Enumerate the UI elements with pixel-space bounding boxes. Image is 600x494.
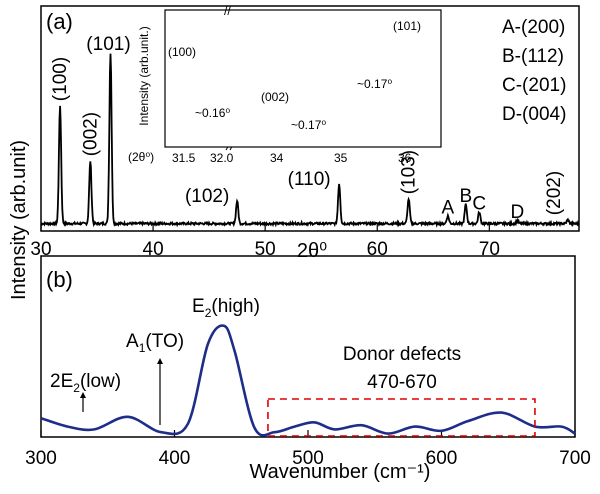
panel-a-x-axis-title: 2θ⁰ [297,240,327,262]
panel-b-frame [40,255,576,438]
peak-label: B [459,186,472,207]
panel-b-x-axis-title: Wavenumber (cm⁻¹) [250,461,431,483]
inset-x-tick-label: 35 [334,151,348,165]
donor-defects-box [267,398,536,437]
peak-label: (103) [399,150,420,194]
peak-label: (202) [544,171,565,215]
xrd-series-line [40,53,580,228]
a1-to-arrowhead [157,358,163,364]
panel-a-x-tick-label: 50 [255,239,276,260]
inset-y-axis-title: Intensity (arb.unit.) [137,26,151,125]
panel-a-x-tick-label: 30 [30,239,51,260]
raman-series-line [40,324,576,437]
legend-item-b: B-(112) [502,46,564,67]
e2-low-label: 2E2(low) [50,371,121,395]
peak-label: (101) [86,34,130,55]
panel-a-frame [40,5,580,232]
shared-y-axis-title: Intensity (arb.unit) [8,140,30,300]
legend-item-a: A-(200) [502,17,565,38]
inset-x-axis-title: (2θ⁰) [128,150,154,164]
inset-x-tick-label: 31.5 [172,151,196,165]
panel-b: 300 400 500 600 700 [25,324,591,469]
panel-b-x-tick-label: 300 [25,448,57,469]
inset-peak-002-fwhm: ~0.17⁰ [291,118,326,132]
a1-to-label: A1(TO) [126,331,184,355]
inset-break-mark: // [224,4,231,18]
inset-frame [164,9,442,148]
panel-b-label: (b) [46,267,73,292]
e2-high-label: E2(high) [192,296,260,320]
panel-b-x-tick-label: 400 [159,448,191,469]
inset-x-tick-label: 36 [398,151,412,165]
donor-defects-range: 470-670 [367,372,437,393]
panel-a-label: (a) [46,9,73,34]
inset-peak-101-label: (101) [393,19,421,33]
panel-b-x-tick-label: 500 [292,448,324,469]
peak-label: D [510,202,524,223]
inset-peak-100-fwhm: ~0.16⁰ [195,106,230,120]
panel-b-x-tick-label: 600 [426,448,458,469]
peak-label: (002) [80,112,101,156]
peak-label: (110) [288,169,331,190]
e2-low-arrowhead [80,392,86,398]
peak-label: (100) [50,57,71,101]
inset-x-tick-label: 34 [270,151,284,165]
panel-a-x-tick-label: 40 [143,239,164,260]
peak-label: C [472,194,486,215]
inset-peak-101-fwhm: ~0.17⁰ [357,77,392,91]
legend-item-c: C-(201) [502,75,566,96]
panel-a: 30 40 50 60 70 (100) (002) (101) (102) (110) (103)… [30,34,580,260]
inset-peak-002-label: (002) [261,90,289,104]
panel-a-x-tick-label: 70 [479,239,500,260]
inset-peak-100-label: (100) [168,45,196,59]
panel-b-x-tick-label: 700 [559,448,591,469]
peak-label: (102) [185,186,229,207]
peak-label: A [442,197,455,218]
inset-x-tick-label: 32.0 [210,151,234,165]
legend-item-d: D-(004) [502,104,566,125]
donor-defects-title: Donor defects [343,344,461,365]
panel-a-x-tick-label: 60 [367,239,388,260]
